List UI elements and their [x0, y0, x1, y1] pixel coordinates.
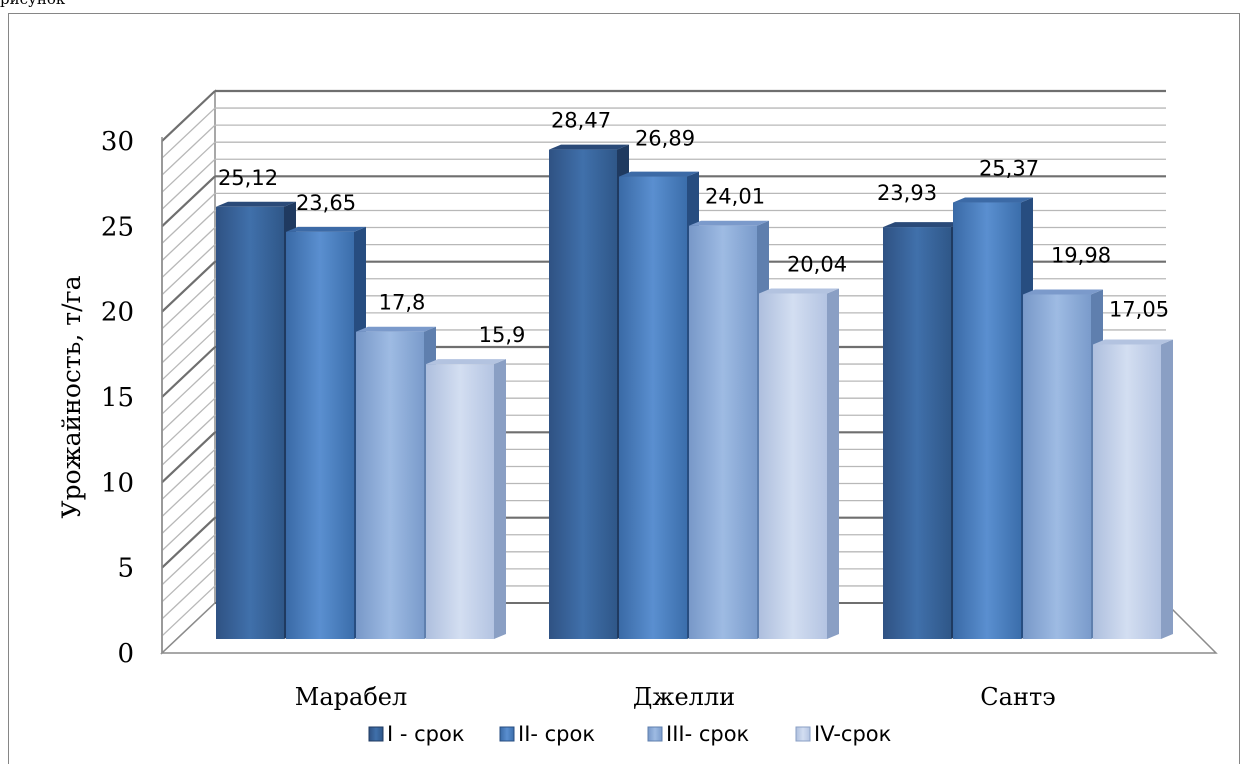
data-label: 26,89: [635, 127, 695, 151]
bar-top: [356, 326, 436, 332]
bar-top: [426, 359, 506, 365]
side-gridline: [161, 90, 216, 142]
legend-label: II- срок: [518, 722, 595, 746]
side-gridline: [161, 465, 216, 517]
side-gridline: [161, 414, 216, 466]
bar-top: [759, 288, 839, 294]
bar: [216, 206, 284, 639]
legend-label: III- срок: [666, 722, 749, 746]
y-tick-label: 10: [101, 468, 134, 498]
side-gridline: [161, 158, 216, 210]
side-gridline: [161, 209, 216, 261]
x-tick-label: Марабел: [295, 683, 407, 711]
y-tick-label: 5: [117, 554, 134, 584]
data-label: 23,93: [877, 181, 937, 205]
y-tick-label: 25: [101, 212, 134, 242]
side-gridline: [161, 431, 216, 484]
side-gridline: [161, 192, 216, 244]
side-gridline: [161, 295, 216, 347]
side-gridline: [161, 124, 216, 176]
y-axis-title: Урожайность, т/га: [57, 275, 86, 518]
bar: [549, 149, 617, 639]
y-tick-label: 0: [117, 639, 134, 669]
side-gridline: [161, 260, 216, 313]
bar-side: [1161, 339, 1173, 639]
bar-side: [494, 359, 506, 639]
x-tick-label: Сантэ: [980, 683, 1055, 711]
side-gridline: [161, 227, 216, 279]
side-gridline: [161, 483, 216, 535]
bar-top: [1093, 339, 1173, 345]
bar-top: [216, 201, 296, 207]
data-label: 15,9: [479, 323, 526, 347]
bar: [619, 176, 687, 639]
side-gridline: [161, 534, 216, 586]
bar: [759, 293, 827, 639]
bar-top: [549, 144, 629, 150]
bar-top: [619, 171, 699, 177]
side-gridline: [161, 312, 216, 364]
data-label: 19,98: [1051, 244, 1111, 268]
side-gridline: [161, 516, 216, 569]
legend-swatch: [499, 726, 515, 742]
legend-swatch: [647, 726, 663, 742]
side-gridline: [161, 585, 216, 637]
data-label: 25,12: [218, 166, 278, 190]
bar: [426, 364, 494, 639]
side-gridline: [161, 278, 216, 330]
side-gridline: [161, 141, 216, 193]
side-gridline: [161, 244, 216, 296]
bar-side: [827, 288, 839, 639]
legend-label: I - срок: [387, 722, 465, 746]
side-gridline: [161, 329, 216, 381]
side-gridline: [161, 363, 216, 415]
bar-top: [689, 220, 769, 226]
y-axis: 0 5 10 15 20 25 30 Урожайность, т/га: [57, 127, 163, 669]
page-top-text: рисунок: [0, 0, 65, 8]
chart-frame: [8, 13, 1240, 764]
side-gridline: [161, 175, 216, 228]
chart-bars: [216, 144, 1173, 639]
bar-top: [1023, 289, 1103, 295]
bar: [689, 225, 757, 639]
bar: [356, 331, 424, 639]
side-gridline: [161, 448, 216, 500]
bar-top: [286, 226, 366, 232]
legend: I - срок II- срок III- срок IV-срок: [368, 722, 891, 746]
y-tick-label: 20: [101, 298, 134, 328]
data-label: 25,37: [979, 157, 1039, 181]
bar: [1023, 294, 1091, 639]
y-tick-label: 15: [101, 383, 134, 413]
x-tick-label: Джелли: [633, 683, 735, 711]
side-gridline: [161, 346, 216, 398]
side-gridline: [161, 500, 216, 552]
bar: [286, 231, 354, 639]
data-label: 17,05: [1109, 298, 1169, 322]
bar: [883, 227, 951, 639]
side-gridline: [161, 380, 216, 432]
side-gridline: [161, 397, 216, 449]
data-labels: 25,12 23,65 17,8 15,9 28,47 26,89 24,01 20,04 23…: [218, 109, 1169, 348]
side-gridline: [161, 551, 216, 603]
bar-top: [883, 222, 963, 228]
data-label: 17,8: [379, 291, 426, 315]
legend-swatch: [368, 726, 384, 742]
data-label: 23,65: [296, 191, 356, 215]
legend-swatch: [795, 726, 811, 742]
y-tick-label: 30: [101, 127, 134, 157]
x-axis: Марабел Джелли Сантэ: [295, 683, 1056, 711]
side-gridline: [161, 107, 216, 159]
side-gridline: [161, 568, 216, 620]
legend-label: IV-срок: [814, 722, 891, 746]
bar-top: [953, 197, 1033, 203]
bar: [1093, 344, 1161, 639]
bar: [953, 202, 1021, 639]
data-label: 24,01: [705, 185, 765, 209]
data-label: 20,04: [787, 252, 847, 276]
data-label: 28,47: [551, 109, 611, 133]
